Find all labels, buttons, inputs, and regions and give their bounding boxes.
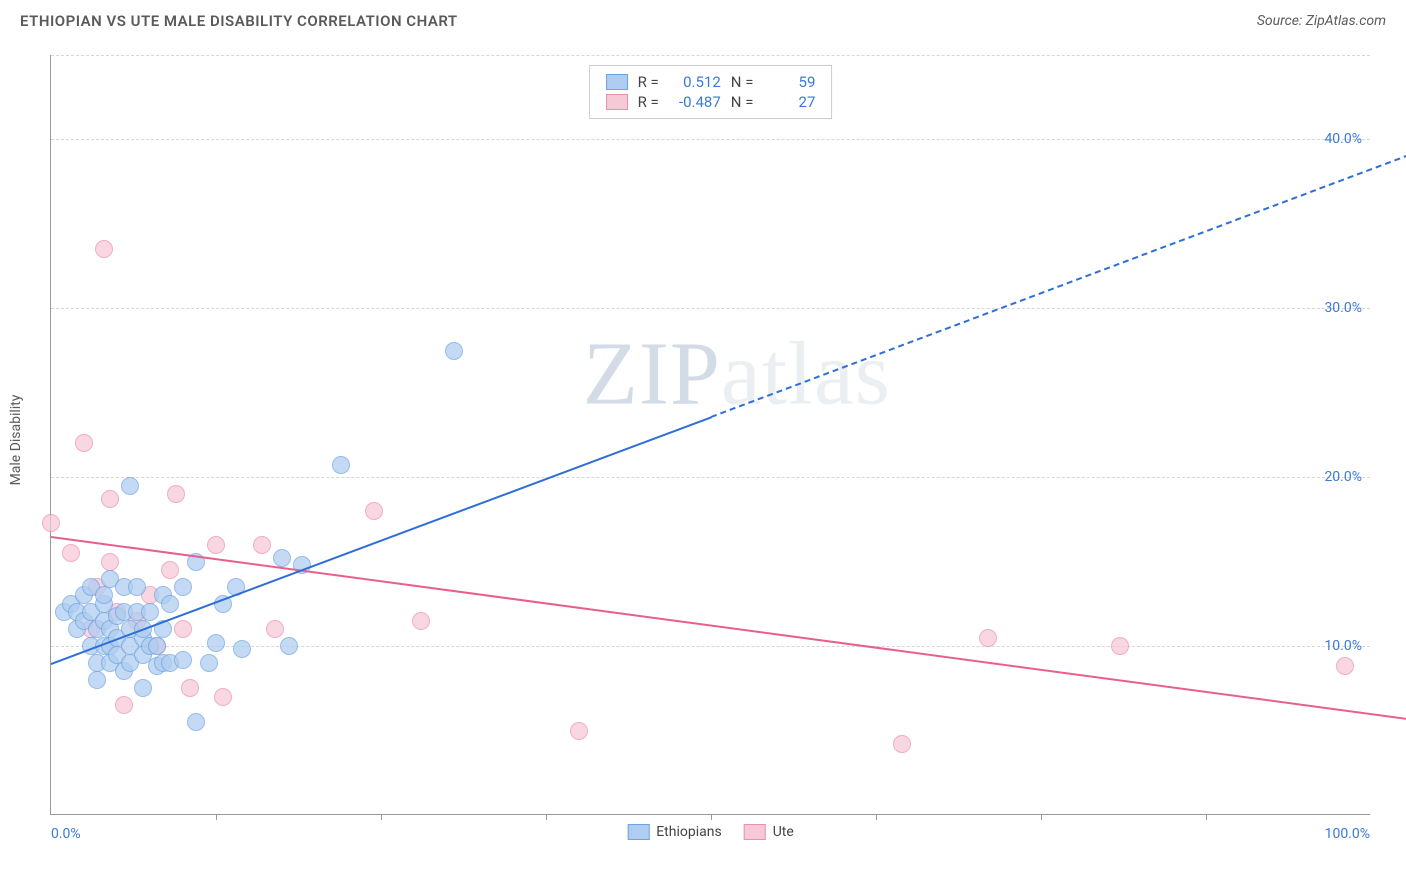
plot-region: ZIPatlas R = 0.512 N = 59 R = -0.487 N =…: [50, 55, 1370, 815]
ute-point: [1111, 637, 1129, 655]
ethiopians-point: [161, 595, 179, 613]
gridline: [51, 139, 1370, 140]
gridline: [51, 308, 1370, 309]
series-legend: Ethiopians Ute: [627, 824, 794, 840]
ute-point: [979, 629, 997, 647]
x-tick: [216, 814, 217, 820]
ute-point: [167, 485, 185, 503]
ute-point: [161, 561, 179, 579]
x-tick: [711, 814, 712, 820]
ute-point: [266, 620, 284, 638]
ethiopians-point: [95, 586, 113, 604]
ethiopians-point: [148, 637, 166, 655]
x-axis-min-label: 0.0%: [51, 826, 81, 842]
chart-title: ETHIOPIAN VS UTE MALE DISABILITY CORRELA…: [20, 12, 458, 30]
ute-swatch-icon: [744, 824, 766, 840]
ethiopians-point: [280, 637, 298, 655]
x-tick: [1206, 814, 1207, 820]
ethiopians-point: [174, 651, 192, 669]
ute-point: [412, 612, 430, 630]
ethiopians-point: [332, 456, 350, 474]
ethiopians-point: [88, 671, 106, 689]
ute-point: [174, 620, 192, 638]
ethiopians-point: [128, 578, 146, 596]
trend-line: [51, 416, 712, 665]
ethiopians-swatch-icon: [606, 74, 628, 90]
ethiopians-swatch-icon: [627, 824, 649, 840]
y-tick-label: 20.0%: [1324, 469, 1362, 485]
correlation-legend: R = 0.512 N = 59 R = -0.487 N = 27: [589, 65, 833, 119]
ethiopians-point: [187, 713, 205, 731]
ethiopians-point: [445, 342, 463, 360]
x-tick: [876, 814, 877, 820]
ethiopians-point: [207, 634, 225, 652]
ethiopians-point: [141, 603, 159, 621]
ethiopians-point: [121, 477, 139, 495]
ethiopians-point: [134, 679, 152, 697]
ute-point: [893, 735, 911, 753]
ute-point: [207, 536, 225, 554]
legend-row-ute: R = -0.487 N = 27: [602, 92, 820, 112]
y-tick-label: 40.0%: [1324, 131, 1362, 147]
ute-point: [115, 696, 133, 714]
ethiopians-point: [233, 640, 251, 658]
x-tick: [546, 814, 547, 820]
ute-swatch-icon: [606, 94, 628, 110]
watermark: ZIPatlas: [583, 322, 891, 425]
legend-row-ethiopians: R = 0.512 N = 59: [602, 72, 820, 92]
chart-source: Source: ZipAtlas.com: [1257, 13, 1386, 29]
ute-point: [253, 536, 271, 554]
ute-point: [214, 688, 232, 706]
y-axis-label: Male Disability: [8, 395, 24, 486]
ute-point: [570, 722, 588, 740]
x-axis-max-label: 100.0%: [1325, 826, 1370, 842]
ute-point: [181, 679, 199, 697]
legend-item-ethiopians: Ethiopians: [627, 824, 721, 840]
ute-point: [95, 240, 113, 258]
ute-point: [365, 502, 383, 520]
chart-header: ETHIOPIAN VS UTE MALE DISABILITY CORRELA…: [0, 0, 1406, 38]
ute-point: [62, 544, 80, 562]
x-tick: [1041, 814, 1042, 820]
ute-point: [1336, 657, 1354, 675]
ute-point: [101, 490, 119, 508]
trend-line: [51, 536, 1406, 721]
ute-point: [42, 514, 60, 532]
ethiopians-point: [273, 549, 291, 567]
ethiopians-point: [174, 578, 192, 596]
ute-point: [101, 553, 119, 571]
gridline: [51, 477, 1370, 478]
ethiopians-point: [200, 654, 218, 672]
ute-point: [75, 434, 93, 452]
y-tick-label: 30.0%: [1324, 300, 1362, 316]
legend-item-ute: Ute: [744, 824, 794, 840]
x-tick: [381, 814, 382, 820]
gridline: [51, 55, 1370, 56]
y-tick-label: 10.0%: [1324, 638, 1362, 654]
chart-area: Male Disability ZIPatlas R = 0.512 N = 5…: [40, 45, 1386, 835]
